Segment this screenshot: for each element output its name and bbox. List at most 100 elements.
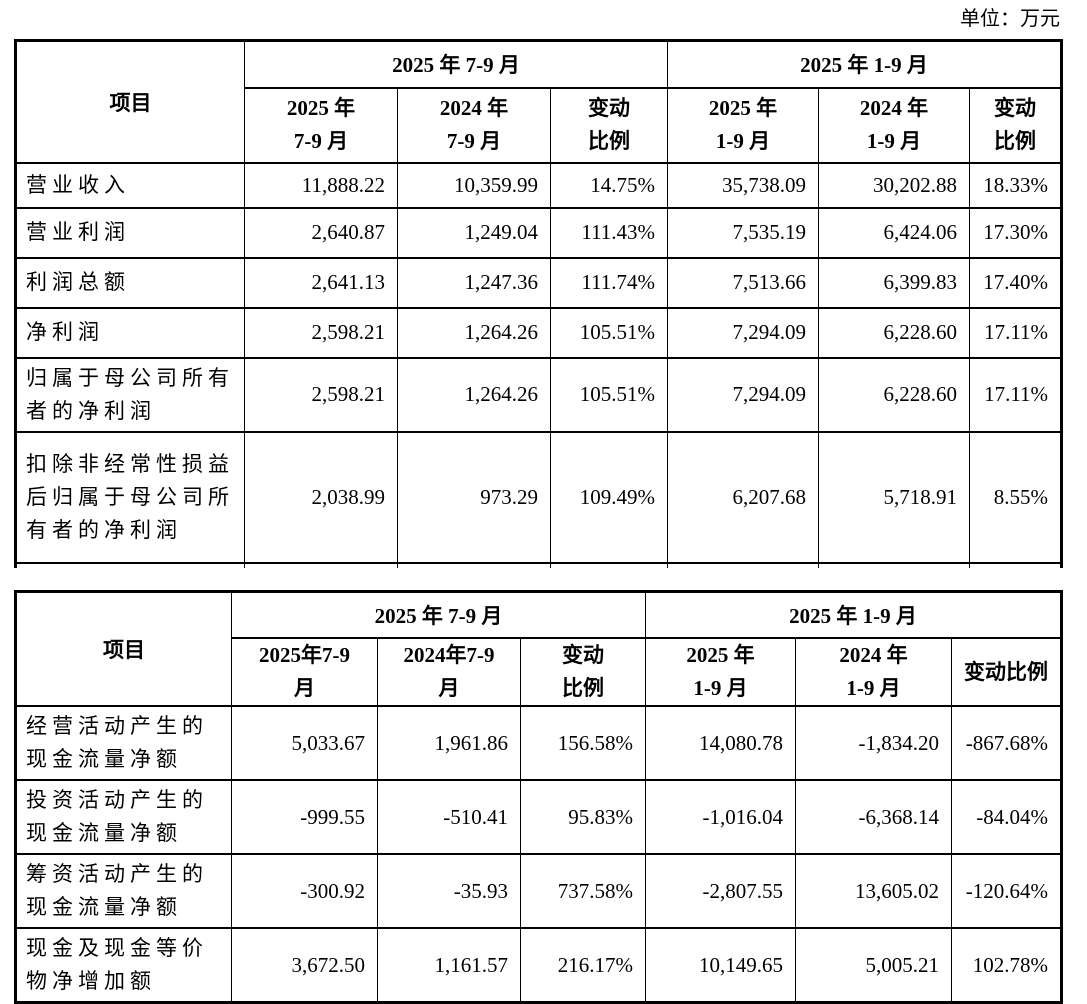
col-header-label: 2024 年 1-9 月 bbox=[819, 92, 969, 158]
col-header-label: 2025 年 1-9 月 bbox=[668, 92, 818, 158]
cell-value: 6,228.60 bbox=[819, 358, 970, 432]
cell-item: 筹资活动产生的现金流量净额 bbox=[16, 854, 232, 928]
cell-value: 2,598.21 bbox=[245, 308, 398, 358]
table-row: 筹资活动产生的现金流量净额 -300.92 -35.93 737.58% -2,… bbox=[16, 854, 1062, 928]
col-header-2024-9m: 2024 年 1-9 月 bbox=[796, 638, 952, 706]
table-row: 投资活动产生的现金流量净额 -999.55 -510.41 95.83% -1,… bbox=[16, 780, 1062, 854]
table-row: 归属于母公司所有者的净利润 2,598.21 1,264.26 105.51% … bbox=[16, 358, 1062, 432]
cell-value: 10,149.65 bbox=[646, 928, 796, 1003]
cell-item: 归属于母公司所有者的净利润 bbox=[16, 358, 245, 432]
col-header-2025-9m: 2025 年 1-9 月 bbox=[668, 88, 819, 163]
cell-value: 109.49% bbox=[551, 432, 668, 563]
table-row: 营业利润 2,640.87 1,249.04 111.43% 7,535.19 … bbox=[16, 208, 1062, 258]
cell-value: 973.29 bbox=[398, 432, 551, 563]
cell-value: 2,640.87 bbox=[245, 208, 398, 258]
cell-value: -2,807.55 bbox=[646, 854, 796, 928]
cell-value: 7,535.19 bbox=[668, 208, 819, 258]
profit-summary-table: 项目 2025 年 7-9 月 2025 年 1-9 月 2025 年 7-9 … bbox=[14, 39, 1060, 568]
cell-value: -300.92 bbox=[232, 854, 378, 928]
cell-value: -510.41 bbox=[378, 780, 521, 854]
col-header-2025-q3: 2025 年 7-9 月 bbox=[245, 88, 398, 163]
table-spacer bbox=[14, 568, 1060, 590]
col-header-label: 2025 年 1-9 月 bbox=[646, 639, 795, 705]
cell-value: 6,399.83 bbox=[819, 258, 970, 308]
cell-value: 111.43% bbox=[551, 208, 668, 258]
cell-value: 17.11% bbox=[970, 308, 1062, 358]
col-header-2024-q3: 2024年7-9 月 bbox=[378, 638, 521, 706]
cell-value: 111.74% bbox=[551, 258, 668, 308]
col-header-label: 2024年7-9 月 bbox=[378, 639, 520, 705]
cell-value: 6,207.68 bbox=[668, 432, 819, 563]
cell-item: 利润总额 bbox=[16, 258, 245, 308]
cell-value: 7,294.09 bbox=[668, 358, 819, 432]
cell-item: 投资活动产生的现金流量净额 bbox=[16, 780, 232, 854]
cell-value: 8.55% bbox=[970, 432, 1062, 563]
cell-value: 95.83% bbox=[521, 780, 646, 854]
col-header-change-9m: 变动比例 bbox=[952, 638, 1062, 706]
cell-value: 14.75% bbox=[551, 163, 668, 208]
cell-value: 1,161.57 bbox=[378, 928, 521, 1003]
col-header-label: 2025年7-9 月 bbox=[232, 639, 377, 705]
cell-value: 1,247.36 bbox=[398, 258, 551, 308]
cell-value: -6,368.14 bbox=[796, 780, 952, 854]
cell-value: 1,249.04 bbox=[398, 208, 551, 258]
col-header-item: 项目 bbox=[16, 41, 245, 163]
cell-value: -35.93 bbox=[378, 854, 521, 928]
table-row: 利润总额 2,641.13 1,247.36 111.74% 7,513.66 … bbox=[16, 258, 1062, 308]
col-header-change-q3: 变动 比例 bbox=[521, 638, 646, 706]
col-header-label: 2024 年 7-9 月 bbox=[398, 92, 550, 158]
cell-value: 737.58% bbox=[521, 854, 646, 928]
table-row: 扣除非经常性损益后归属于母公司所有者的净利润 2,038.99 973.29 1… bbox=[16, 432, 1062, 563]
cell-value: 2,598.21 bbox=[245, 358, 398, 432]
cell-value: 6,424.06 bbox=[819, 208, 970, 258]
cell-value: -999.55 bbox=[232, 780, 378, 854]
col-header-label: 变动比例 bbox=[952, 656, 1060, 689]
table-row: 项目 2025 年 7-9 月 2025 年 1-9 月 bbox=[16, 591, 1062, 638]
cell-value: -1,834.20 bbox=[796, 706, 952, 780]
cell-value: 6,228.60 bbox=[819, 308, 970, 358]
table-row: 净利润 2,598.21 1,264.26 105.51% 7,294.09 6… bbox=[16, 308, 1062, 358]
cell-value: 105.51% bbox=[551, 308, 668, 358]
cell-value: 14,080.78 bbox=[646, 706, 796, 780]
table-row: 现金及现金等价物净增加额 3,672.50 1,161.57 216.17% 1… bbox=[16, 928, 1062, 1003]
cell-value: 1,264.26 bbox=[398, 308, 551, 358]
cell-value: 18.33% bbox=[970, 163, 1062, 208]
col-header-label: 变动 比例 bbox=[551, 92, 667, 158]
cell-value: 17.30% bbox=[970, 208, 1062, 258]
cell-value: -1,016.04 bbox=[646, 780, 796, 854]
cell-item: 净利润 bbox=[16, 308, 245, 358]
cell-value: 13,605.02 bbox=[796, 854, 952, 928]
col-header-2025-9m: 2025 年 1-9 月 bbox=[646, 638, 796, 706]
cell-value: 5,005.21 bbox=[796, 928, 952, 1003]
cell-value: 35,738.09 bbox=[668, 163, 819, 208]
cell-item: 营业收入 bbox=[16, 163, 245, 208]
cell-value: 11,888.22 bbox=[245, 163, 398, 208]
cash-flow-table: 项目 2025 年 7-9 月 2025 年 1-9 月 2025年7-9 月 … bbox=[14, 590, 1060, 1004]
col-header-2024-q3: 2024 年 7-9 月 bbox=[398, 88, 551, 163]
col-header-label: 2024 年 1-9 月 bbox=[796, 639, 951, 705]
col-header-change-q3: 变动 比例 bbox=[551, 88, 668, 163]
cell-value: -84.04% bbox=[952, 780, 1062, 854]
col-header-2024-9m: 2024 年 1-9 月 bbox=[819, 88, 970, 163]
cell-value: 17.11% bbox=[970, 358, 1062, 432]
table-row: 项目 2025 年 7-9 月 2025 年 1-9 月 bbox=[16, 41, 1062, 88]
cell-value: 10,359.99 bbox=[398, 163, 551, 208]
col-header-2025-q3: 2025年7-9 月 bbox=[232, 638, 378, 706]
col-group-q3: 2025 年 7-9 月 bbox=[232, 591, 646, 638]
col-header-item: 项目 bbox=[16, 591, 232, 706]
cell-value: 30,202.88 bbox=[819, 163, 970, 208]
col-header-change-9m: 变动 比例 bbox=[970, 88, 1062, 163]
col-group-q3: 2025 年 7-9 月 bbox=[245, 41, 668, 88]
cell-item: 营业利润 bbox=[16, 208, 245, 258]
cell-value: 5,718.91 bbox=[819, 432, 970, 563]
cell-item: 经营活动产生的现金流量净额 bbox=[16, 706, 232, 780]
cell-value: 3,672.50 bbox=[232, 928, 378, 1003]
table-row: 营业收入 11,888.22 10,359.99 14.75% 35,738.0… bbox=[16, 163, 1062, 208]
cell-value: 1,264.26 bbox=[398, 358, 551, 432]
cell-item: 现金及现金等价物净增加额 bbox=[16, 928, 232, 1003]
cell-value: 216.17% bbox=[521, 928, 646, 1003]
cell-value: 156.58% bbox=[521, 706, 646, 780]
cell-item: 扣除非经常性损益后归属于母公司所有者的净利润 bbox=[16, 432, 245, 563]
cell-value: 2,641.13 bbox=[245, 258, 398, 308]
